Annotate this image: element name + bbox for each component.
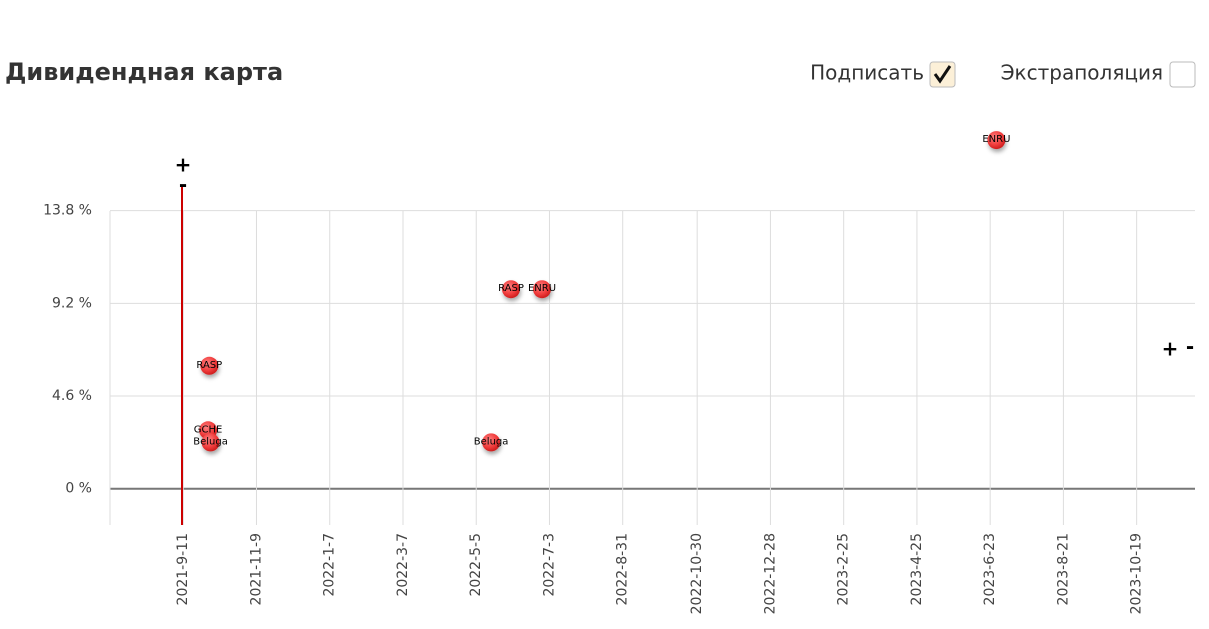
point <box>533 280 552 299</box>
zoom-in[interactable]: + <box>175 153 192 177</box>
point-label: ENRU <box>528 283 556 294</box>
y-tick-label: 0 % <box>65 481 92 497</box>
zoom-out[interactable]: - <box>1186 335 1194 359</box>
checkbox-label[interactable]: Подписать <box>810 61 924 85</box>
point-label: RASP <box>498 283 524 294</box>
zoom-out[interactable]: - <box>179 173 187 197</box>
x-tick-label: 2022-3-7 <box>395 533 411 597</box>
x-tick-label: 2023-8-21 <box>1055 533 1071 605</box>
point <box>482 433 501 452</box>
point <box>201 433 220 452</box>
y-tick-label: 9.2 % <box>52 295 92 311</box>
x-tick-label: 2023-4-25 <box>909 533 925 605</box>
zoom-in[interactable]: + <box>1162 337 1179 361</box>
y-tick-label: 4.6 % <box>52 388 92 404</box>
checkbox[interactable] <box>1169 61 1196 88</box>
point-label: Beluga <box>474 436 509 447</box>
checkmark <box>933 65 952 84</box>
point-label: ENRU <box>982 134 1010 145</box>
x-tick-label: 2022-12-28 <box>762 533 778 614</box>
x-tick-label: 2021-9-11 <box>175 533 191 605</box>
point-label: GCHE <box>194 424 223 435</box>
x-tick-label: 2023-2-25 <box>836 533 852 605</box>
x-tick-label: 2023-10-19 <box>1129 533 1145 614</box>
point-label: Beluga <box>193 436 228 447</box>
point <box>200 356 219 375</box>
point <box>987 131 1006 150</box>
x-tick-label: 2023-6-23 <box>982 533 998 605</box>
point <box>501 280 520 299</box>
x-tick-label: 2022-7-3 <box>541 533 557 597</box>
page-title: Дивидендная карта <box>5 58 283 86</box>
checkbox-label[interactable]: Экстраполяция <box>1001 61 1163 85</box>
x-tick-label: 2021-11-9 <box>248 533 264 605</box>
x-tick-label: 2022-8-31 <box>615 533 631 605</box>
checkbox[interactable] <box>929 61 956 88</box>
x-tick-label: 2022-1-7 <box>322 533 338 597</box>
x-tick-label: 2022-10-30 <box>689 533 705 614</box>
point-label: RASP <box>196 360 222 371</box>
x-tick-label: 2022-5-5 <box>468 533 484 597</box>
y-tick-label: 13.8 % <box>43 203 92 219</box>
